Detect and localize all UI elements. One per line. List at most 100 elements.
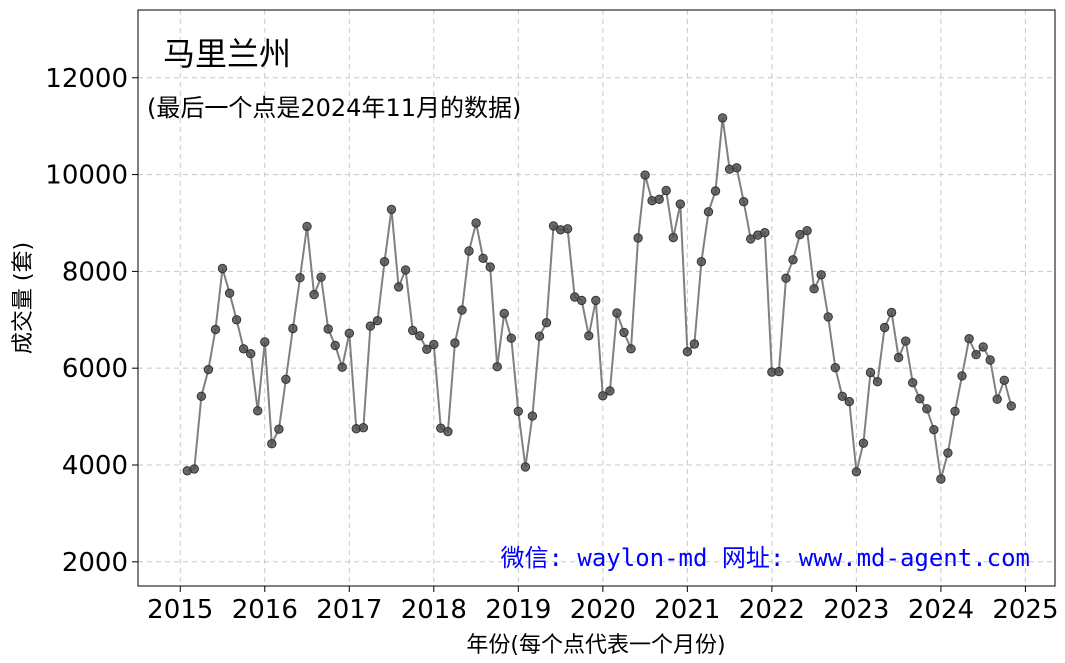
data-point [781,273,791,283]
data-point [605,386,615,396]
data-point [626,344,636,354]
data-point [253,406,263,416]
data-point [457,305,467,315]
data-point [408,325,418,336]
data-point [816,270,826,280]
data-point [872,377,883,387]
data-point [492,362,502,372]
data-point [591,295,601,306]
data-point [217,263,228,274]
data-point [865,367,876,378]
data-point [260,337,270,347]
data-point [534,331,545,341]
data-point [957,371,967,381]
data-point [386,204,397,215]
data-point [999,375,1009,385]
y-tick-label: 2000 [62,548,128,578]
data-point [710,186,721,196]
x-tick-label: 2016 [232,595,298,625]
data-point [464,246,474,256]
x-axis-title: 年份(每个点代表一个月份) [466,633,725,658]
data-point [316,272,326,282]
data-point [901,336,911,346]
x-tick-label: 2023 [823,595,889,625]
data-point [400,265,411,275]
data-point [450,338,460,348]
x-tick-label: 2022 [739,595,805,625]
data-point [682,347,693,357]
data-point [943,448,953,458]
data-point [844,396,854,407]
x-tick-label: 2018 [401,595,467,625]
data-point [344,328,354,338]
data-point [788,255,798,265]
data-point [929,425,939,435]
data-point [429,339,439,350]
data-point [992,394,1002,404]
data-point [830,363,840,373]
data-point [879,322,890,333]
data-point [732,163,742,173]
data-point [689,339,700,349]
data-point [246,349,256,359]
y-tick-label: 12000 [45,64,128,94]
data-point [675,199,685,209]
data-point [330,340,340,351]
data-point [612,308,622,318]
y-tick-label: 6000 [62,354,128,384]
data-point [281,374,291,384]
data-point [936,474,946,484]
y-tick-label: 10000 [45,161,128,191]
series-polyline [187,117,1013,480]
data-point [577,295,587,306]
data-point [203,364,214,375]
data-point [231,315,242,325]
data-point [717,113,728,123]
x-tick-label: 2017 [316,595,382,625]
x-tick-label: 2015 [147,595,213,625]
data-point [703,207,714,217]
data-point [485,262,495,272]
data-point [288,323,298,334]
watermark: 微信: waylon-md 网址: www.md-agent.com [501,544,1030,572]
data-point [823,312,833,322]
data-point [506,333,516,343]
data-point [774,366,784,377]
grid-lines [138,10,1055,586]
data-point [358,423,369,433]
data-point [562,224,573,234]
x-tick-label: 2024 [908,595,974,625]
data-point [746,234,756,244]
data-point [295,273,305,283]
data-point [964,334,974,344]
data-point [739,197,749,207]
data-point [267,439,277,449]
data-point [224,288,235,298]
data-point [499,308,509,319]
data-point [365,321,376,331]
data-point [443,426,453,437]
data-point [422,344,432,354]
data-point [886,307,897,318]
data-point [1006,401,1016,411]
data-point [922,404,932,414]
data-point [668,232,678,243]
y-axis-title: 成交量 (套) [11,242,36,354]
data-point [908,378,918,388]
data-point [633,233,643,243]
data-point [795,229,805,240]
y-tick-label: 8000 [62,257,128,287]
y-tick-label: 4000 [62,451,128,481]
data-point [654,194,664,205]
x-tick-label: 2020 [570,595,636,625]
data-point [323,324,333,334]
data-point [478,253,488,263]
data-point [527,411,538,421]
x-axis-ticks: 2015 2016 2017 2018 2019 2020 2021 2022 2023 2024… [147,586,1059,625]
data-point [809,284,819,294]
data-point [598,391,608,401]
data-point [837,391,847,401]
data-point [851,467,862,477]
